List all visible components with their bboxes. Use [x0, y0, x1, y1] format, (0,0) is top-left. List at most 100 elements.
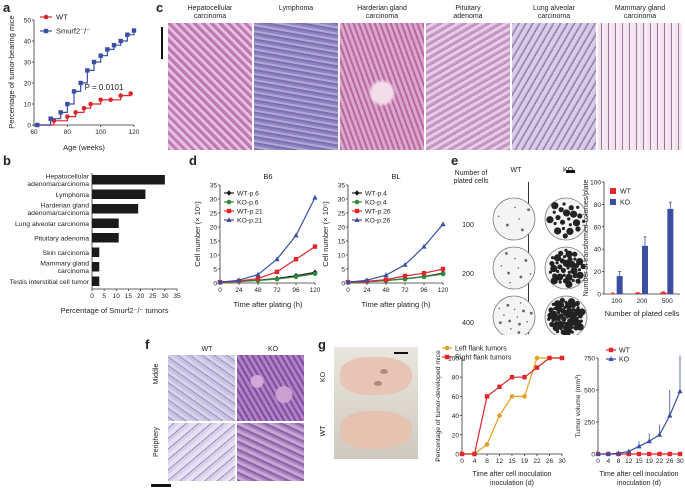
data-point — [497, 413, 502, 418]
bar — [92, 189, 146, 199]
bar — [609, 293, 616, 294]
data-point — [118, 38, 123, 44]
category-label: adenoma/carcinoma — [27, 210, 89, 217]
y-tick-label: 0 — [213, 281, 217, 288]
row-label-400: 400 — [462, 320, 474, 327]
y-tick-label: 40 — [594, 247, 602, 254]
x-axis-label: Time after plating (h) — [362, 300, 431, 309]
colony — [526, 320, 528, 323]
colony — [572, 219, 581, 227]
x-tick-label: 10 — [113, 293, 121, 300]
scale-bar — [161, 27, 163, 59]
colony — [524, 259, 528, 262]
data-point — [547, 355, 552, 361]
bar — [92, 247, 100, 257]
y-tick-label: 20 — [594, 269, 602, 276]
histology-image — [598, 23, 682, 150]
data-point — [440, 221, 446, 227]
colony — [562, 209, 571, 217]
x-tick-label: 22 — [533, 458, 541, 465]
colony — [576, 205, 580, 209]
y-axis-label: Percentage of tumor-bearing mice — [7, 15, 16, 128]
x-tick-label: 120 — [129, 129, 140, 136]
legend-marker — [354, 190, 360, 196]
colony — [550, 256, 555, 260]
data-point — [217, 279, 223, 285]
colony — [551, 318, 555, 323]
image-ko-middle — [237, 355, 304, 421]
colony — [529, 311, 533, 315]
data-point — [131, 28, 137, 33]
x-tick-label: 72 — [273, 287, 281, 294]
colony — [562, 233, 568, 239]
bar — [616, 276, 623, 294]
data-point — [402, 273, 408, 279]
f-row-middle: Middle — [153, 363, 160, 385]
panel-f: WT KO Middle Periphery — [145, 340, 315, 490]
colony — [498, 307, 501, 310]
data-point — [345, 279, 351, 285]
bar — [92, 218, 119, 228]
colony — [553, 254, 562, 262]
legend-label: WT — [620, 189, 632, 196]
colony — [548, 307, 554, 313]
colony — [557, 264, 563, 270]
colony — [522, 309, 525, 313]
category-label: Lung alveolar carcinoma — [15, 221, 89, 228]
x-tick-label: 12 — [625, 458, 633, 465]
data-point — [636, 451, 642, 457]
x-tick-label: 0 — [218, 287, 222, 294]
series-line — [219, 197, 316, 283]
data-point — [646, 438, 652, 444]
data-point — [626, 451, 631, 457]
data-point — [88, 101, 93, 107]
legend-marker — [226, 208, 232, 214]
series-line — [219, 246, 316, 283]
data-point — [255, 271, 261, 277]
colony — [562, 273, 566, 277]
data-point — [497, 384, 502, 389]
colony — [563, 331, 571, 335]
data-point — [312, 271, 318, 277]
plated-cells-label: Number of plated cells — [453, 170, 489, 185]
data-point — [91, 59, 97, 65]
data-point — [667, 412, 673, 418]
data-point — [440, 271, 446, 277]
x-tick-label: 12 — [496, 458, 504, 465]
data-point — [118, 93, 123, 98]
colony — [580, 263, 586, 270]
x-tick-label: 4 — [473, 458, 477, 465]
legend-label: Right flank tumors — [455, 355, 512, 362]
bar — [667, 208, 674, 294]
legend-marker — [226, 190, 232, 196]
colony — [547, 312, 555, 320]
row-label-200: 200 — [462, 271, 474, 278]
colony — [576, 258, 584, 266]
y-tick-label: 5 — [341, 267, 345, 274]
colony — [527, 208, 530, 212]
colony — [559, 327, 563, 331]
colony — [561, 226, 566, 231]
bar — [92, 175, 165, 185]
data-point — [98, 53, 103, 58]
colony — [519, 302, 522, 304]
histology-label: Harderian gland carcinoma — [357, 5, 407, 20]
x-tick-label: 80 — [64, 129, 72, 136]
series-line — [347, 223, 444, 283]
x-tick-label: 0 — [596, 458, 600, 465]
g-wt-label: WT — [320, 425, 327, 437]
data-point — [534, 365, 540, 370]
panel-label-a: a — [3, 0, 11, 15]
p-value-annotation: P = 0.0101 — [85, 83, 124, 92]
legend-marker — [354, 199, 360, 205]
colony — [567, 217, 571, 221]
colony — [500, 264, 503, 267]
data-point — [595, 451, 601, 456]
x-tick-label: 22 — [656, 458, 664, 465]
y-tick-label: 750 — [584, 356, 595, 363]
legend-marker — [444, 345, 450, 351]
bar — [92, 276, 100, 286]
x-tick-label: 8 — [617, 458, 621, 465]
data-point — [522, 394, 527, 399]
culture-plate — [492, 197, 536, 241]
